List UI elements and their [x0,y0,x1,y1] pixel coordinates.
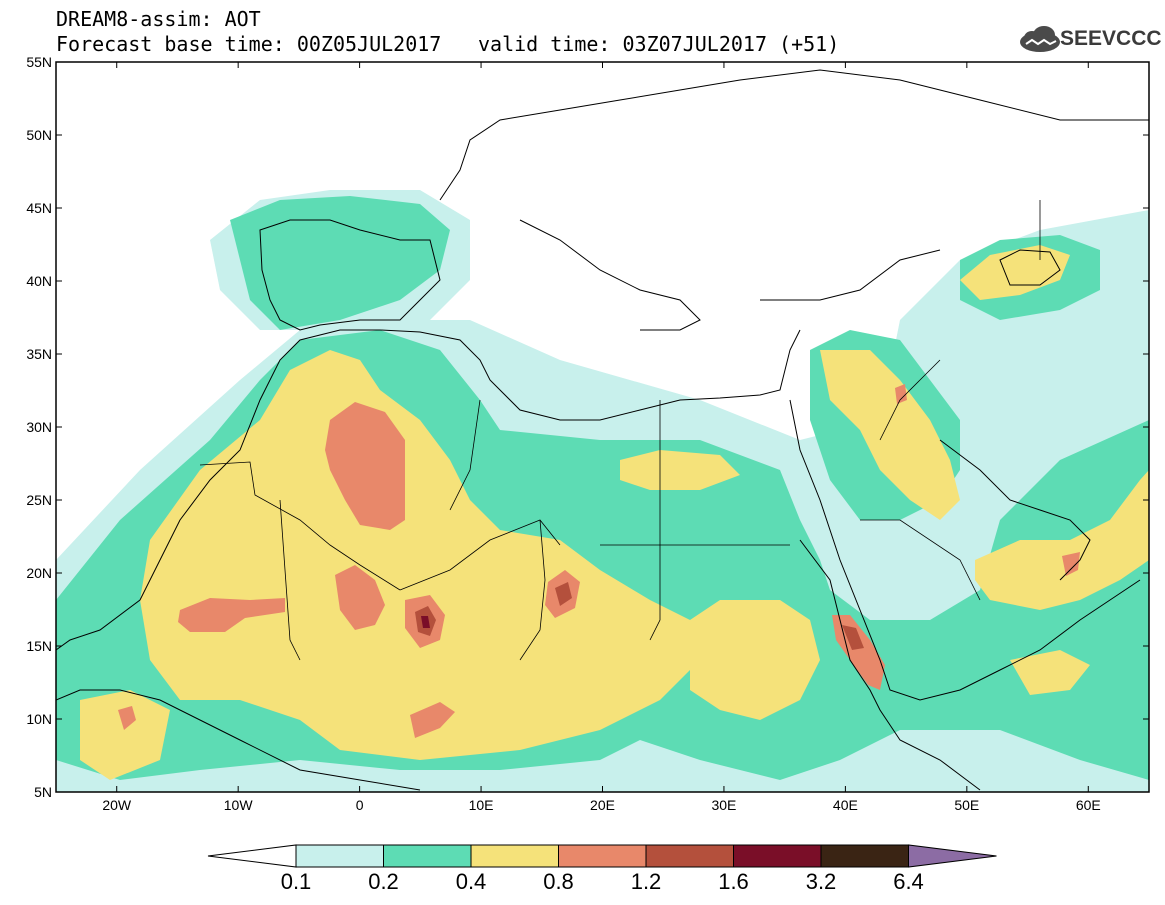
lat-tick-label: 35N [26,346,52,362]
colorbar-swatch [820,844,909,868]
aot-level-0.4 [80,245,1149,780]
lon-tick-label: 20E [590,797,615,813]
colorbar-level-label: 0.2 [368,869,399,894]
aot-level-0.8 [118,384,1080,738]
lat-tick-label: 55N [26,54,52,70]
lon-tick-label: 10E [469,797,494,813]
lon-tick-label: 0 [356,797,364,813]
lat-tick-label: 20N [26,565,52,581]
colorbar-swatch [558,844,647,868]
lat-tick-label: 40N [26,273,52,289]
lon-tick-label: 50E [954,797,979,813]
colorbar-swatch [295,844,384,868]
colorbar-labels: 0.1 0.2 0.4 0.8 1.2 1.6 3.2 6.4 [281,869,924,894]
colorbar-level-label: 6.4 [893,869,924,894]
colorbar-under-arrow [207,844,297,868]
country-borders [199,200,1041,661]
colorbar-level-label: 3.2 [806,869,837,894]
longitude-labels: 20W 10W 0 10E 20E 30E 40E 50E 60E [102,797,1100,813]
lat-tick-label: 15N [26,638,52,654]
aot-level-1.6 [421,616,430,628]
colorbar-level-label: 0.4 [456,869,487,894]
colorbar-level-label: 1.6 [718,869,749,894]
axis-ticks [56,61,1149,793]
lat-tick-label: 5N [34,784,52,800]
colorbar-level-label: 0.8 [543,869,574,894]
latitude-labels: 55N 50N 45N 40N 35N 30N 25N 20N 15N 10N 5N [26,54,52,800]
lat-tick-label: 25N [26,492,52,508]
coastlines [56,69,1149,791]
cloud-icon [1020,26,1060,52]
colorbar-swatch [470,844,559,868]
lat-tick-label: 50N [26,127,52,143]
forecast-base-time: Forecast base time: 00Z05JUL2017 [56,32,442,56]
lon-tick-label: 20W [102,797,132,813]
colorbar-level-label: 1.2 [631,869,662,894]
lat-tick-label: 45N [26,200,52,216]
valid-time: valid time: 03Z07JUL2017 (+51) [478,32,840,56]
lon-tick-label: 40E [833,797,858,813]
map-title: DREAM8-assim: AOT [56,7,261,31]
logo-text: SEEVCCC [1060,27,1162,50]
colorbar-level-label: 0.1 [281,869,312,894]
lon-tick-label: 60E [1076,797,1101,813]
colorbar-swatch [645,844,734,868]
aot-field [56,190,1149,792]
lat-tick-label: 10N [26,711,52,727]
lat-tick-label: 30N [26,419,52,435]
colorbar-swatch [733,844,822,868]
colorbar [207,844,997,868]
seevccc-logo [1020,26,1060,52]
colorbar-swatch [383,844,472,868]
lon-tick-label: 10W [224,797,254,813]
lon-tick-label: 30E [711,797,736,813]
colorbar-over-arrow [908,844,997,868]
